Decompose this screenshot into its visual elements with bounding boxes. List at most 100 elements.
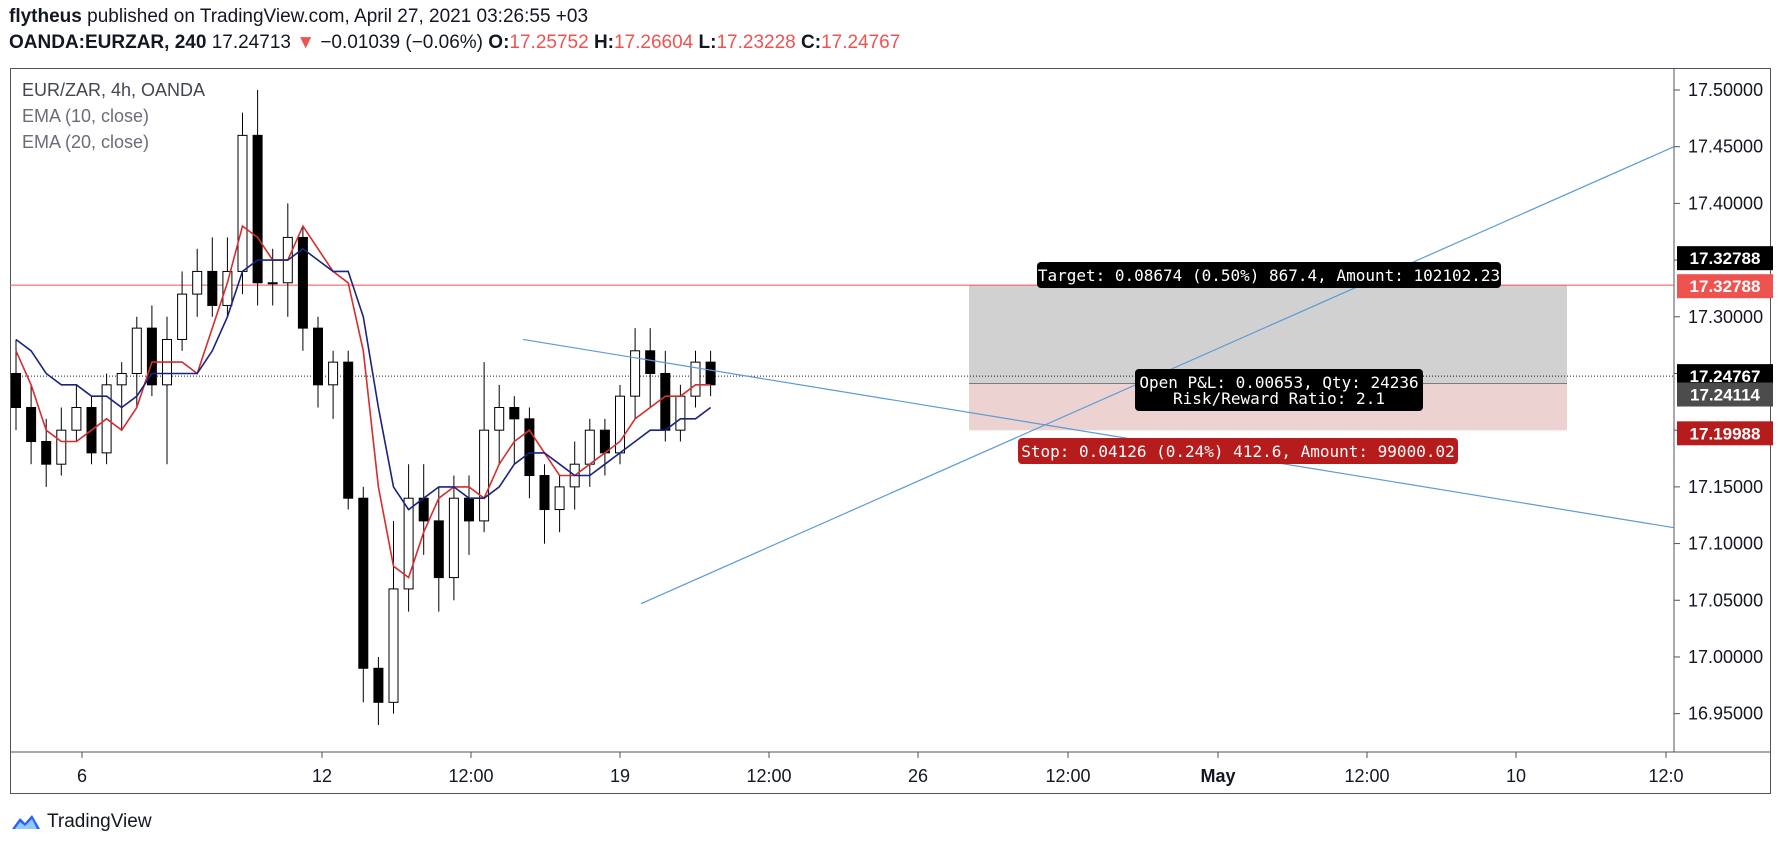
candle-body (11, 372, 21, 409)
chart-canvas[interactable]: 17.5000017.4500017.4000017.3500017.30000… (0, 0, 1783, 800)
x-tick-label: 19 (610, 766, 630, 786)
legend-ema10: EMA (10, close) (22, 106, 150, 126)
x-tick-label: 12:00 (448, 766, 493, 786)
candle-body (539, 475, 550, 511)
pnl-label-text: Risk/Reward Ratio: 2.1 (1173, 389, 1385, 408)
candle-body (252, 134, 263, 284)
candle-body (313, 327, 323, 386)
tag-resistance-bg (1677, 274, 1773, 299)
candle-body (388, 588, 399, 703)
low-value: 17.23228 (716, 32, 796, 53)
author[interactable]: flytheus (9, 6, 82, 27)
candle-body (584, 429, 595, 465)
y-tick-label: 17.00000 (1688, 647, 1763, 667)
tag-stop: 17.19988 (1690, 424, 1761, 443)
legend-ema20: EMA (20, close) (22, 132, 150, 152)
y-tick-label: 17.40000 (1688, 193, 1763, 213)
candle-body (554, 486, 565, 511)
candle-body (660, 372, 671, 431)
candle-body (41, 441, 52, 465)
pnl-label-box[interactable] (1135, 369, 1423, 411)
tag-target-bg (1677, 246, 1773, 271)
price-change: −0.01039 (−0.06%) (320, 32, 484, 53)
trendline-down[interactable] (522, 338, 1675, 529)
candle-body (509, 407, 520, 420)
tradingview-logo-icon (12, 815, 40, 829)
candle-body (464, 497, 474, 522)
x-tick-label: 12 (312, 766, 332, 786)
y-tick-label: 17.10000 (1688, 534, 1763, 554)
tag-target: 17.32788 (1690, 249, 1761, 268)
x-tick-label: May (1200, 766, 1235, 786)
candle-body (237, 134, 248, 272)
x-tick-label: 12:00 (1045, 766, 1090, 786)
candle-body (267, 282, 278, 285)
low-label: L: (698, 32, 717, 53)
candle-body (690, 361, 701, 397)
target-label-text: Target: 0.08674 (0.50%) 867.4, Amount: 1… (1038, 266, 1500, 285)
high-label: H: (593, 32, 614, 53)
y-tick-label: 17.45000 (1688, 137, 1763, 157)
candle-body (192, 270, 203, 295)
candle-body (222, 270, 233, 306)
brand-name: TradingView (47, 811, 152, 832)
open-label: O: (488, 32, 510, 53)
candle-body (418, 497, 429, 522)
candle-body (343, 361, 354, 499)
target-zone[interactable] (969, 285, 1567, 384)
publish-line: flytheus published on TradingView.com, A… (9, 6, 588, 28)
candle-body (26, 407, 37, 443)
stop-label-box[interactable] (1018, 438, 1458, 464)
tag-entry-bg (1677, 382, 1773, 407)
x-tick-label: 12:00 (1344, 766, 1389, 786)
y-tick-label: 17.50000 (1688, 80, 1763, 100)
candle-body (524, 418, 535, 477)
last-price: 17.24713 (211, 32, 291, 53)
tag-stop-bg (1677, 421, 1773, 446)
target-label-box[interactable] (1037, 262, 1501, 288)
candle-body (177, 293, 188, 340)
close-label: C: (801, 32, 822, 53)
candle-body (675, 395, 686, 431)
symbol: OANDA:EURZAR, 240 (9, 32, 207, 53)
x-tick-label: 26 (908, 766, 928, 786)
ema10-line (15, 224, 711, 579)
candle-body (645, 350, 656, 374)
tag-resistance: 17.32788 (1690, 277, 1761, 296)
pnl-label-text: Open P&L: 0.00653, Qty: 24236 (1139, 373, 1418, 392)
candle-body (207, 270, 218, 306)
candle-body (599, 429, 610, 454)
y-tick-label: 17.30000 (1688, 307, 1763, 327)
tag-entry: 17.24114 (1690, 386, 1761, 405)
candle-body (479, 429, 490, 522)
close-value: 17.24767 (821, 32, 901, 53)
x-tick-label: 12:00 (746, 766, 791, 786)
candle-body (358, 497, 369, 669)
down-arrow-icon: ▼ (296, 32, 316, 53)
x-tick-label: 10 (1506, 766, 1526, 786)
x-tick-label: 6 (77, 766, 87, 786)
candle-body (373, 667, 384, 703)
candle-body (131, 327, 142, 374)
symbol-line: OANDA:EURZAR, 240 17.24713 ▼ −0.01039 (−… (9, 32, 900, 54)
open-value: 17.25752 (509, 32, 589, 53)
candle-body (116, 372, 127, 386)
candle-body (56, 429, 67, 465)
candle-body (705, 361, 716, 386)
publish-info: published on TradingView.com, April 27, … (87, 6, 589, 27)
y-tick-label: 17.05000 (1688, 590, 1763, 610)
legend-symbol: EUR/ZAR, 4h, OANDA (22, 80, 206, 100)
ema20-line (15, 247, 712, 511)
tag-current: 17.24767 (1690, 367, 1761, 386)
stop-label-text: Stop: 0.04126 (0.24%) 412.6, Amount: 990… (1021, 442, 1454, 461)
x-tick-label: 12:0 (1648, 766, 1683, 786)
high-value: 17.26604 (614, 32, 694, 53)
candle-body (433, 520, 444, 579)
candle-body (328, 361, 339, 386)
brand[interactable]: TradingView (11, 811, 152, 833)
candle-body (448, 497, 459, 579)
y-tick-label: 16.95000 (1688, 704, 1763, 724)
candle-body (630, 350, 641, 397)
candle-body (494, 407, 505, 431)
candle-body (403, 497, 414, 590)
